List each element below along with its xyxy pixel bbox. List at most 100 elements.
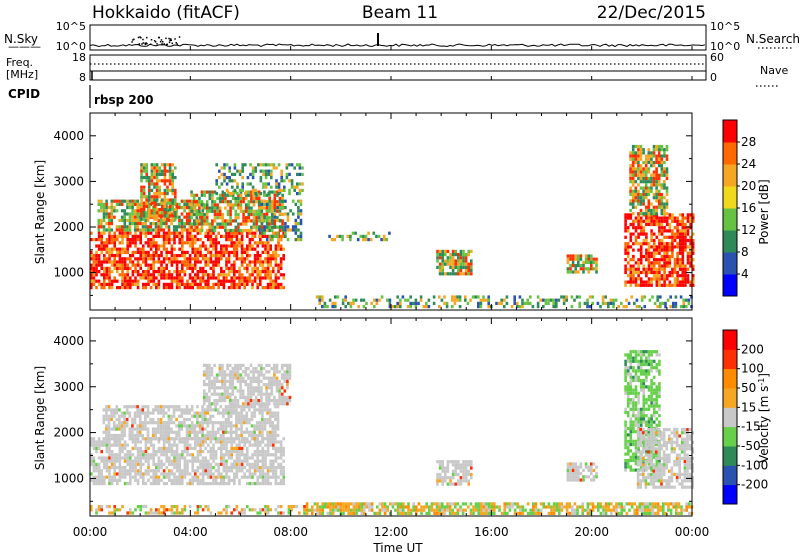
echo-cell <box>624 226 627 230</box>
echo-cell <box>274 247 278 251</box>
echo-cell <box>451 298 454 302</box>
echo-cell <box>222 430 225 434</box>
echo-cell <box>95 469 98 473</box>
echo-cell <box>235 405 238 409</box>
echo-cell <box>201 430 204 434</box>
echo-cell <box>123 279 127 283</box>
echo-cell <box>629 180 632 184</box>
echo-cell <box>129 276 132 280</box>
echo-cell <box>238 273 241 277</box>
echo-cell <box>658 216 661 220</box>
echo-cell <box>449 460 452 464</box>
echo-cell <box>261 456 265 460</box>
echo-cell <box>166 163 169 167</box>
echo-cell <box>239 395 242 399</box>
echo-cell <box>521 305 524 309</box>
echo-cell <box>230 456 233 460</box>
echo-cell <box>294 225 298 229</box>
echo-cell <box>108 475 111 479</box>
echo-cell <box>569 257 572 261</box>
echo-cell <box>92 469 96 473</box>
echo-cell <box>642 160 645 165</box>
echo-cell <box>229 219 232 223</box>
echo-cell <box>191 250 194 254</box>
echo-cell <box>118 462 122 466</box>
echo-cell <box>249 399 253 403</box>
echo-cell <box>283 179 286 183</box>
echo-cell <box>95 260 98 264</box>
echo-cell <box>199 250 202 254</box>
echo-cell <box>277 182 281 186</box>
nave-tick-top: 60 <box>710 51 724 64</box>
echo-cell <box>249 386 253 390</box>
echo-cell <box>260 202 264 206</box>
echo-cell <box>268 430 272 434</box>
echo-cell <box>140 211 143 215</box>
echo-cell <box>161 172 164 176</box>
echo-cell <box>665 170 669 174</box>
echo-cell <box>207 469 210 473</box>
echo-cell <box>150 172 154 176</box>
echo-cell <box>190 212 193 217</box>
echo-cell <box>123 472 127 476</box>
echo-cell <box>274 430 277 434</box>
echo-cell <box>277 456 280 460</box>
echo-cell <box>574 257 577 261</box>
echo-cell <box>631 183 635 187</box>
echo-cell <box>574 267 577 271</box>
echo-cell <box>220 459 223 463</box>
echo-cell <box>209 466 213 470</box>
echo-cell <box>449 259 452 263</box>
echo-cell <box>265 363 268 367</box>
echo-cell <box>282 446 285 450</box>
echo-cell <box>237 414 241 418</box>
echo-cell <box>665 222 669 227</box>
echo-cell <box>227 266 231 270</box>
echo-cell <box>209 437 212 441</box>
echo-cell <box>128 427 132 431</box>
echo-cell <box>121 437 124 441</box>
echo-cell <box>624 219 627 223</box>
echo-cell <box>254 192 257 196</box>
echo-cell <box>208 225 212 229</box>
echo-cell <box>259 466 262 470</box>
echo-cell <box>240 238 244 242</box>
echo-cell <box>217 469 220 473</box>
echo-cell <box>261 411 264 415</box>
echo-cell <box>263 215 266 219</box>
echo-cell <box>236 363 240 367</box>
echo-cell <box>183 466 187 470</box>
echo-cell <box>251 169 255 173</box>
echo-cell <box>196 453 200 457</box>
echo-cell <box>256 276 259 280</box>
echo-cell <box>285 172 289 176</box>
echo-cell <box>227 254 231 258</box>
echo-cell <box>204 286 207 290</box>
echo-cell <box>219 411 223 415</box>
echo-cell <box>271 437 275 441</box>
echo-cell <box>297 209 300 213</box>
echo-cell <box>657 160 661 165</box>
echo-cell <box>103 247 106 251</box>
echo-cell <box>449 262 452 266</box>
echo-cell <box>624 242 627 246</box>
echo-cell <box>165 456 168 460</box>
echo-cell <box>251 185 255 189</box>
echo-cell <box>236 192 239 196</box>
echo-cell <box>204 270 207 274</box>
echo-cell <box>681 213 685 217</box>
echo-cell <box>240 433 243 438</box>
echo-cell <box>248 469 252 473</box>
echo-cell <box>136 215 140 219</box>
echo-cell <box>147 456 150 460</box>
echo-cell <box>193 424 197 428</box>
echo-cell <box>266 433 269 438</box>
echo-cell <box>231 389 235 393</box>
echo-cell <box>297 228 300 232</box>
echo-cell <box>612 298 615 302</box>
echo-cell <box>183 215 186 219</box>
echo-cell <box>369 238 373 242</box>
echo-cell <box>190 193 193 197</box>
echo-cell <box>258 212 261 216</box>
